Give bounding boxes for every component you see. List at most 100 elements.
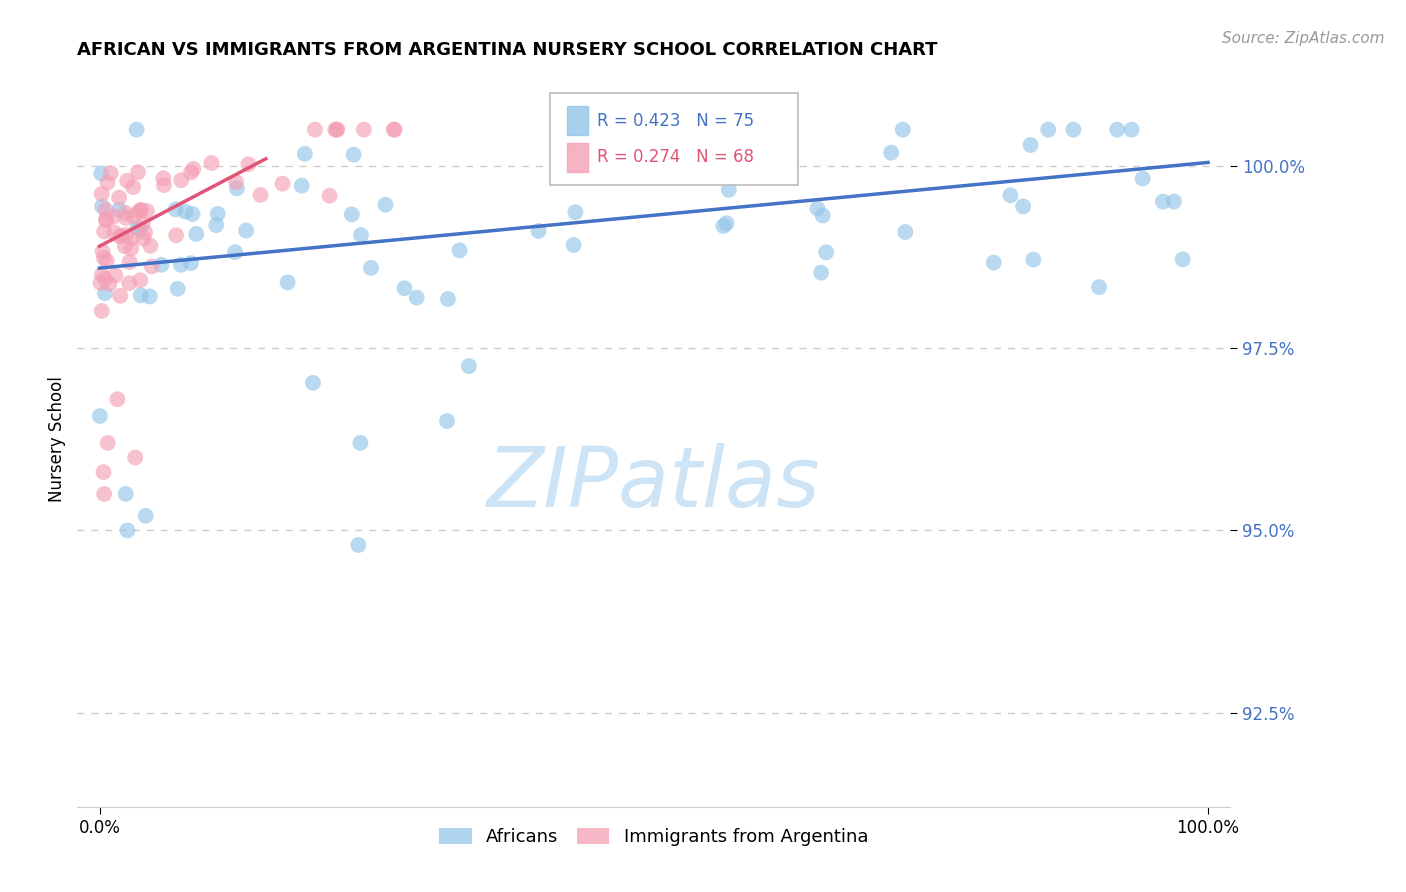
Point bbox=[108, 229, 131, 244]
Point bbox=[235, 223, 257, 237]
Point bbox=[181, 161, 204, 176]
Point bbox=[180, 165, 202, 179]
Point bbox=[394, 281, 416, 295]
Point bbox=[93, 487, 115, 501]
Point bbox=[1121, 122, 1143, 136]
Point bbox=[205, 218, 228, 232]
Point bbox=[135, 508, 157, 523]
Point bbox=[114, 487, 136, 501]
Point bbox=[103, 226, 125, 240]
Point bbox=[150, 258, 173, 272]
Point bbox=[811, 209, 834, 223]
Point bbox=[97, 436, 120, 450]
Point bbox=[91, 244, 114, 259]
Point bbox=[815, 245, 838, 260]
Point bbox=[96, 253, 118, 268]
Point bbox=[713, 219, 735, 233]
Point bbox=[353, 122, 375, 136]
Point bbox=[294, 146, 316, 161]
Point bbox=[1062, 122, 1084, 136]
Point bbox=[894, 225, 917, 239]
Point bbox=[1012, 199, 1035, 213]
Point bbox=[186, 227, 208, 241]
Point bbox=[129, 273, 152, 287]
Y-axis label: Nursery School: Nursery School bbox=[48, 376, 66, 502]
Point bbox=[181, 207, 204, 221]
Point bbox=[347, 538, 370, 552]
Point bbox=[94, 213, 117, 227]
Point bbox=[271, 177, 294, 191]
Point bbox=[115, 211, 138, 225]
Point bbox=[343, 147, 366, 161]
Point bbox=[436, 414, 458, 428]
Point bbox=[382, 122, 405, 136]
Point bbox=[1022, 252, 1045, 267]
Point bbox=[880, 145, 903, 160]
Point bbox=[108, 191, 131, 205]
Point bbox=[891, 122, 914, 136]
Point bbox=[1163, 194, 1185, 209]
Point bbox=[138, 289, 160, 303]
Point bbox=[340, 207, 363, 221]
Point bbox=[1088, 280, 1111, 294]
Point bbox=[103, 210, 125, 224]
Point bbox=[135, 204, 157, 219]
Point bbox=[457, 359, 479, 374]
Point bbox=[562, 238, 585, 252]
Point bbox=[90, 304, 112, 318]
Point bbox=[1000, 188, 1022, 202]
Legend: Africans, Immigrants from Argentina: Africans, Immigrants from Argentina bbox=[432, 821, 876, 854]
Point bbox=[207, 207, 229, 221]
Point bbox=[1152, 194, 1174, 209]
Point bbox=[180, 256, 202, 270]
Point bbox=[166, 282, 188, 296]
Point bbox=[129, 288, 152, 302]
Point bbox=[134, 225, 156, 239]
Point bbox=[117, 524, 139, 538]
Point bbox=[349, 436, 371, 450]
Point bbox=[132, 217, 155, 231]
Point bbox=[405, 291, 427, 305]
Point bbox=[318, 188, 340, 202]
Point bbox=[90, 276, 112, 290]
Point bbox=[249, 188, 271, 202]
Point bbox=[323, 122, 346, 136]
Point bbox=[105, 392, 128, 407]
Point bbox=[132, 232, 155, 246]
Point bbox=[564, 205, 586, 219]
Point bbox=[127, 165, 149, 179]
Point bbox=[110, 289, 132, 303]
Bar bbox=[568, 143, 588, 172]
Point bbox=[437, 292, 460, 306]
Point bbox=[127, 220, 149, 235]
Point bbox=[120, 242, 142, 256]
Point bbox=[586, 145, 609, 159]
Point bbox=[118, 276, 141, 290]
Point bbox=[277, 276, 299, 290]
Point bbox=[93, 224, 115, 238]
Point bbox=[291, 178, 314, 193]
Point bbox=[634, 122, 657, 136]
Point bbox=[153, 178, 176, 193]
Point bbox=[114, 206, 136, 220]
Point bbox=[94, 212, 117, 227]
Point bbox=[304, 122, 326, 136]
Point bbox=[91, 268, 114, 282]
Point bbox=[129, 202, 152, 217]
Text: AFRICAN VS IMMIGRANTS FROM ARGENTINA NURSERY SCHOOL CORRELATION CHART: AFRICAN VS IMMIGRANTS FROM ARGENTINA NUR… bbox=[77, 41, 938, 59]
Point bbox=[115, 227, 138, 242]
Point bbox=[225, 175, 247, 189]
Point bbox=[90, 186, 112, 201]
Point bbox=[170, 258, 193, 272]
Point bbox=[326, 122, 349, 136]
Point bbox=[93, 465, 115, 479]
Point bbox=[122, 180, 145, 194]
Point bbox=[717, 183, 740, 197]
Point bbox=[111, 229, 134, 244]
Point bbox=[174, 204, 197, 219]
Point bbox=[1107, 122, 1129, 136]
Point bbox=[128, 222, 150, 236]
Point bbox=[384, 122, 406, 136]
Point bbox=[96, 176, 118, 190]
Point bbox=[115, 174, 138, 188]
